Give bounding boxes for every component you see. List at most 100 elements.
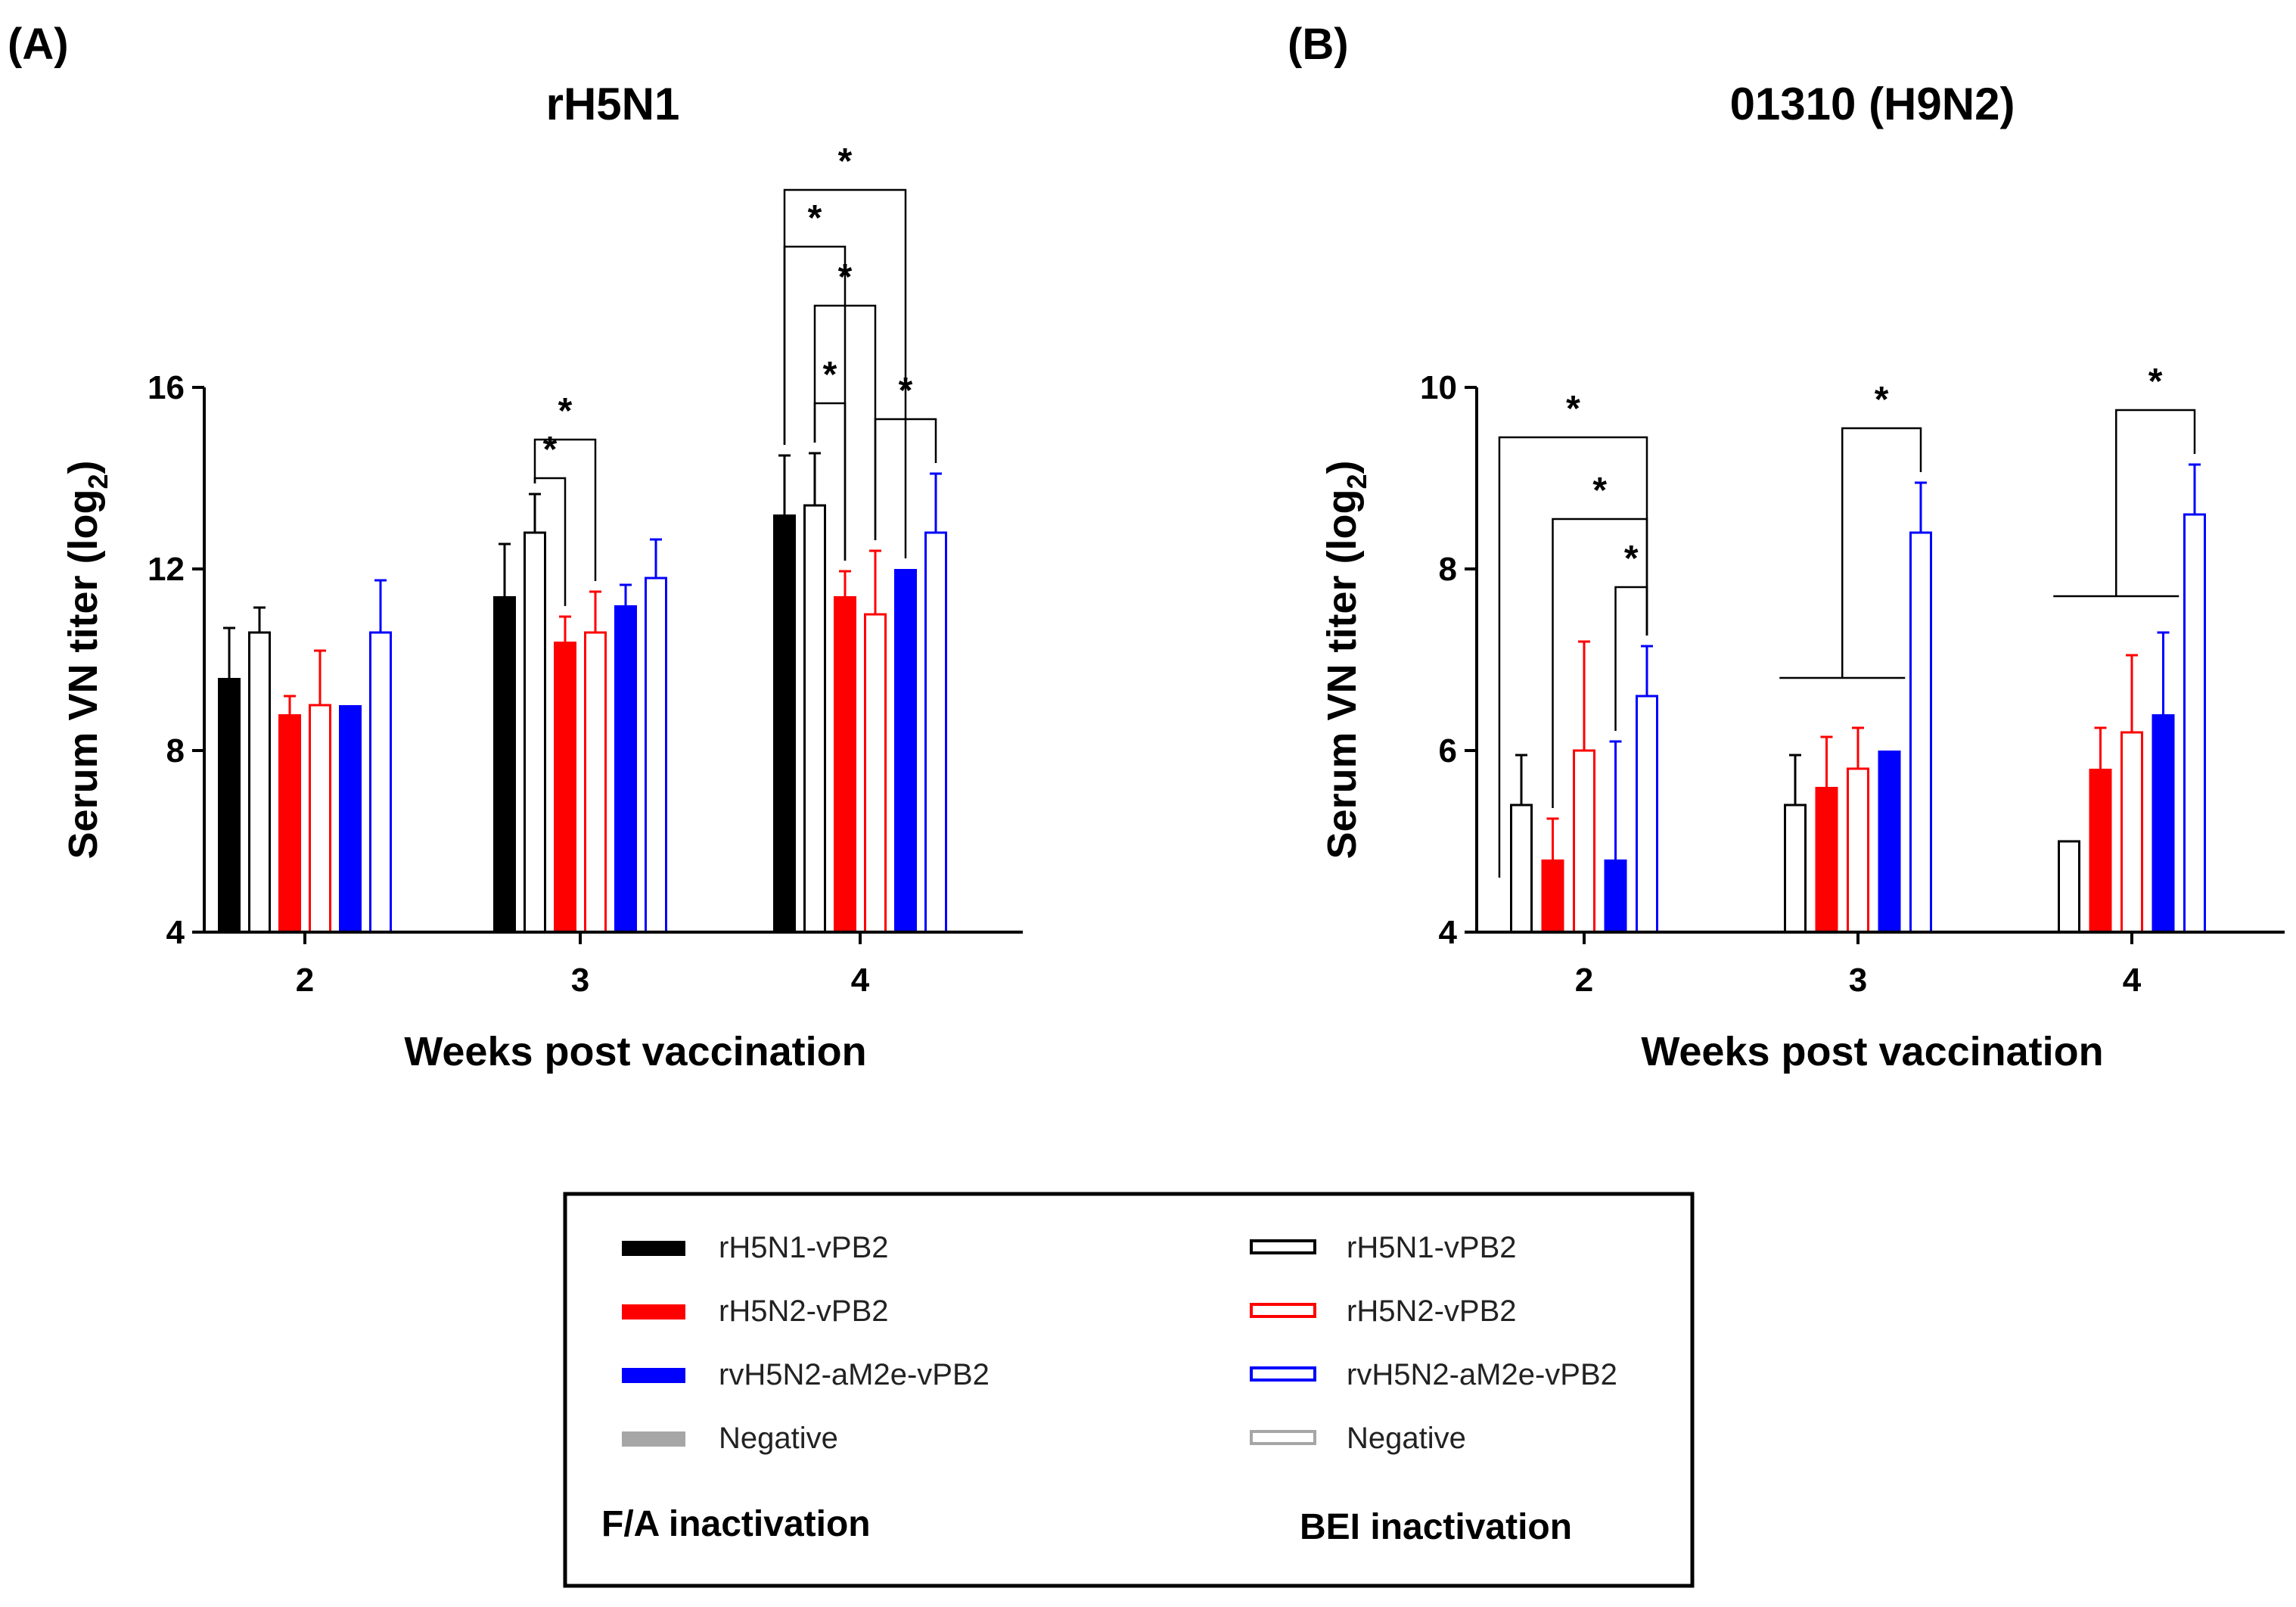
significance-a: ****** * [533,141,937,606]
significance-star: * [808,198,822,238]
bar [2152,714,2175,932]
bar [1815,787,1838,932]
bar [834,596,856,932]
legend-swatch [622,1368,685,1383]
bar [309,704,331,934]
legend: rH5N1-vPB2 rH5N2-vPB2 rvH5N2-aM2e-vPB2 Nega… [563,1192,1695,1588]
y-tick-label: 10 [1420,369,1457,406]
legend-box [563,1192,1695,1588]
chart-title-a: rH5N1 [546,79,680,129]
x-tick-label: 4 [2123,962,2142,999]
bar [339,705,362,932]
legend-label: rvH5N2-aM2e-vPB2 [1347,1358,1617,1391]
bar [773,514,796,932]
bar [1878,751,1901,932]
significance-star: * [2148,362,2163,402]
bars-b [1510,463,2206,934]
bar [1604,859,1627,932]
bar [2058,840,2080,934]
legend-swatch [622,1241,685,1256]
significance-star: * [838,141,853,182]
x-tick-label: 2 [1575,962,1593,999]
bar [1573,749,1595,934]
bar [614,605,637,932]
bar [1847,767,1869,934]
significance-star: * [838,257,853,297]
bars-a [218,452,947,934]
significance-bracket [1841,427,1922,678]
legend-label: rvH5N2-aM2e-vPB2 [719,1358,990,1391]
legend-label: Negative [719,1422,838,1455]
legend-label: rH5N2-vPB2 [719,1295,889,1328]
significance-b: * * * * * [1498,362,2196,878]
ticks-b: 4 6 8 10 2 3 4 [1420,369,2142,999]
bar [894,569,917,932]
significance-star: * [823,355,837,395]
panel-label-b: (B) [1288,20,1349,69]
bar [803,504,826,934]
y-axis-title-a: Serum VN titer (log2) [61,460,113,859]
legend-swatch [622,1431,685,1447]
x-tick-label: 4 [851,962,870,999]
bar [278,714,301,932]
significance-bracket [533,438,597,581]
significance-star: * [558,391,573,431]
x-axis-title-b: Weeks post vaccination [1641,1029,2103,1074]
bar [584,631,607,934]
legend-swatch [1250,1239,1316,1254]
legend-label: Negative [1347,1422,1466,1455]
y-tick-label: 8 [166,732,185,769]
legend-swatch [622,1304,685,1319]
significance-star: * [543,430,558,470]
legend-swatch [1250,1366,1316,1382]
significance-star: * [1592,471,1607,511]
x-tick-label: 3 [571,962,589,999]
legend-label: rH5N2-vPB2 [1347,1295,1517,1328]
y-tick-label: 16 [148,369,185,406]
significance-bracket [533,477,567,606]
legend-bei-label: BEI inactivation [1300,1507,1572,1547]
chart-title-b: 01310 (H9N2) [1730,79,2015,129]
bar [493,596,516,932]
significance-star: * [1566,389,1580,429]
y-tick-label: 8 [1439,551,1457,588]
legend-label: rH5N1-vPB2 [719,1231,889,1264]
y-tick-label: 12 [148,551,185,588]
bar [1541,859,1564,932]
bar [1636,695,1658,934]
panel-label-a: (A) [8,20,69,69]
bar [645,577,667,934]
ticks-a: 4 8 12 16 2 3 4 [148,369,870,999]
bar [924,531,947,934]
legend-label: rH5N1-vPB2 [1347,1231,1517,1264]
bar [554,642,576,932]
y-axis-title-b: Serum VN titer (log2) [1319,460,1372,859]
bar [369,631,392,934]
bar [1510,804,1533,934]
y-tick-label: 6 [1439,732,1457,769]
chart-b: (B) 01310 (H9N2) * * * * * 4 6 8 10 2 3 4 Weeks po… [1288,20,2285,1074]
significance-star: * [1624,539,1639,579]
bar [864,613,887,934]
bar [1784,804,1807,934]
bar [2120,731,2143,934]
legend-items: rH5N1-vPB2 rH5N2-vPB2 rvH5N2-aM2e-vPB2 Nega… [622,1231,1617,1455]
significance-bracket [1552,518,1648,808]
legend-swatch [1250,1430,1316,1445]
bar [1909,531,1932,934]
significance-bracket [2115,409,2196,596]
bar [248,631,271,934]
significance-star: * [899,371,913,411]
x-tick-label: 2 [296,962,314,999]
significance-bracket [1614,586,1648,731]
significance-bracket [874,418,937,540]
y-tick-label: 4 [1439,914,1458,951]
bar [2183,513,2206,934]
x-axis-title-a: Weeks post vaccination [404,1029,866,1074]
bar [2089,769,2112,932]
y-tick-label: 4 [166,914,185,951]
significance-star: * [1875,380,1889,420]
x-tick-label: 3 [1849,962,1867,999]
